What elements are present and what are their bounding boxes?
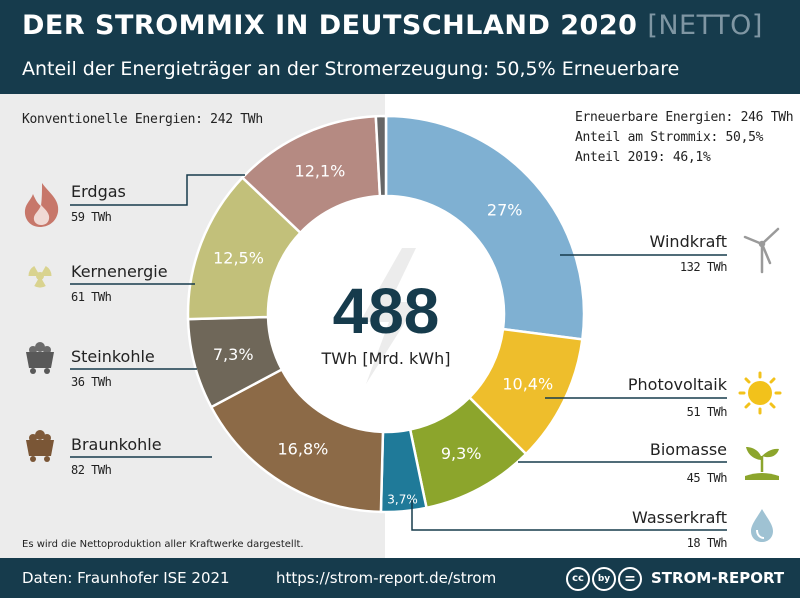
slice-label-kernenergie: 12,5%: [213, 248, 264, 267]
lignite-cart-icon: [26, 430, 54, 462]
equal-license-icon: =: [618, 567, 642, 591]
header-bar: DER STROMMIX IN DEUTSCHLAND 2020 [NETTO]…: [0, 0, 800, 94]
label-biomasse: Biomasse: [649, 440, 727, 459]
value-photovoltaik: 51 TWh: [686, 405, 728, 419]
radiation-icon: [28, 266, 52, 288]
slice-label-wasserkraft: 3,7%: [387, 492, 418, 506]
leader-erdgas: [70, 174, 245, 206]
total-value: 488: [333, 275, 440, 347]
leader-wasserkraft: [411, 500, 727, 531]
flame-icon: [24, 183, 59, 227]
coal-cart-icon: [26, 342, 54, 374]
slice-label-windkraft: 27%: [487, 201, 523, 220]
slice-label-biomasse: 9,3%: [441, 444, 482, 463]
slice-label-steinkohle: 7,3%: [213, 345, 254, 364]
renewable-total: Erneuerbare Energien: 246 TWh: [575, 110, 794, 125]
source-text: Daten: Fraunhofer ISE 2021: [22, 569, 230, 587]
value-wasserkraft: 18 TWh: [686, 536, 728, 550]
sun-icon: [738, 371, 782, 415]
donut-center: 488 TWh [Mrd. kWh]: [268, 196, 504, 432]
slice-label-braunkohle: 16,8%: [278, 439, 329, 458]
plant-sprout-icon: [745, 447, 779, 480]
value-windkraft: 132 TWh: [679, 260, 728, 274]
by-license-icon: by: [592, 567, 616, 591]
title-suffix: [NETTO]: [647, 10, 763, 41]
title-main: DER STROMMIX IN DEUTSCHLAND 2020: [22, 10, 638, 41]
source-link[interactable]: https://strom-report.de/strom: [276, 569, 497, 587]
total-unit: TWh [Mrd. kWh]: [321, 349, 451, 368]
wind-turbine-icon: [743, 227, 780, 274]
page-subtitle: Anteil der Energieträger an der Stromerz…: [22, 58, 680, 80]
label-wasserkraft: Wasserkraft: [632, 508, 727, 527]
label-kernenergie: Kernenergie: [71, 262, 168, 281]
conventional-total: Konventionelle Energien: 242 TWh: [22, 112, 263, 127]
footnote: Es wird die Nettoproduktion aller Kraftw…: [22, 539, 304, 550]
brand-name: STROM-REPORT: [651, 569, 785, 587]
renewable-share: Anteil am Strommix: 50,5%: [575, 130, 764, 145]
value-erdgas: 59 TWh: [71, 210, 112, 224]
label-photovoltaik: Photovoltaik: [627, 375, 727, 394]
slice-label-erdgas: 12,1%: [295, 161, 346, 180]
label-windkraft: Windkraft: [649, 232, 727, 251]
label-erdgas: Erdgas: [71, 182, 126, 201]
footer-bar: Daten: Fraunhofer ISE 2021 https://strom…: [0, 558, 800, 598]
lightning-bolt-icon: [360, 248, 418, 384]
label-braunkohle: Braunkohle: [71, 435, 162, 454]
cc-license-icon: cc: [566, 567, 590, 591]
value-steinkohle: 36 TWh: [71, 375, 112, 389]
slice-label-photovoltaik: 10,4%: [502, 375, 553, 394]
label-steinkohle: Steinkohle: [71, 347, 155, 366]
value-biomasse: 45 TWh: [686, 471, 728, 485]
donut-chart: 27% 10,4% 9,3% 3,7% 16,8% 7,3% 12,5% 12,1%: [186, 114, 586, 514]
value-braunkohle: 82 TWh: [71, 463, 112, 477]
leader-lines: [70, 174, 727, 531]
water-drop-icon: [751, 509, 773, 542]
page-title: DER STROMMIX IN DEUTSCHLAND 2020 [NETTO]: [22, 10, 763, 41]
value-kernenergie: 61 TWh: [71, 290, 112, 304]
renewable-share-2019: Anteil 2019: 46,1%: [575, 150, 711, 165]
